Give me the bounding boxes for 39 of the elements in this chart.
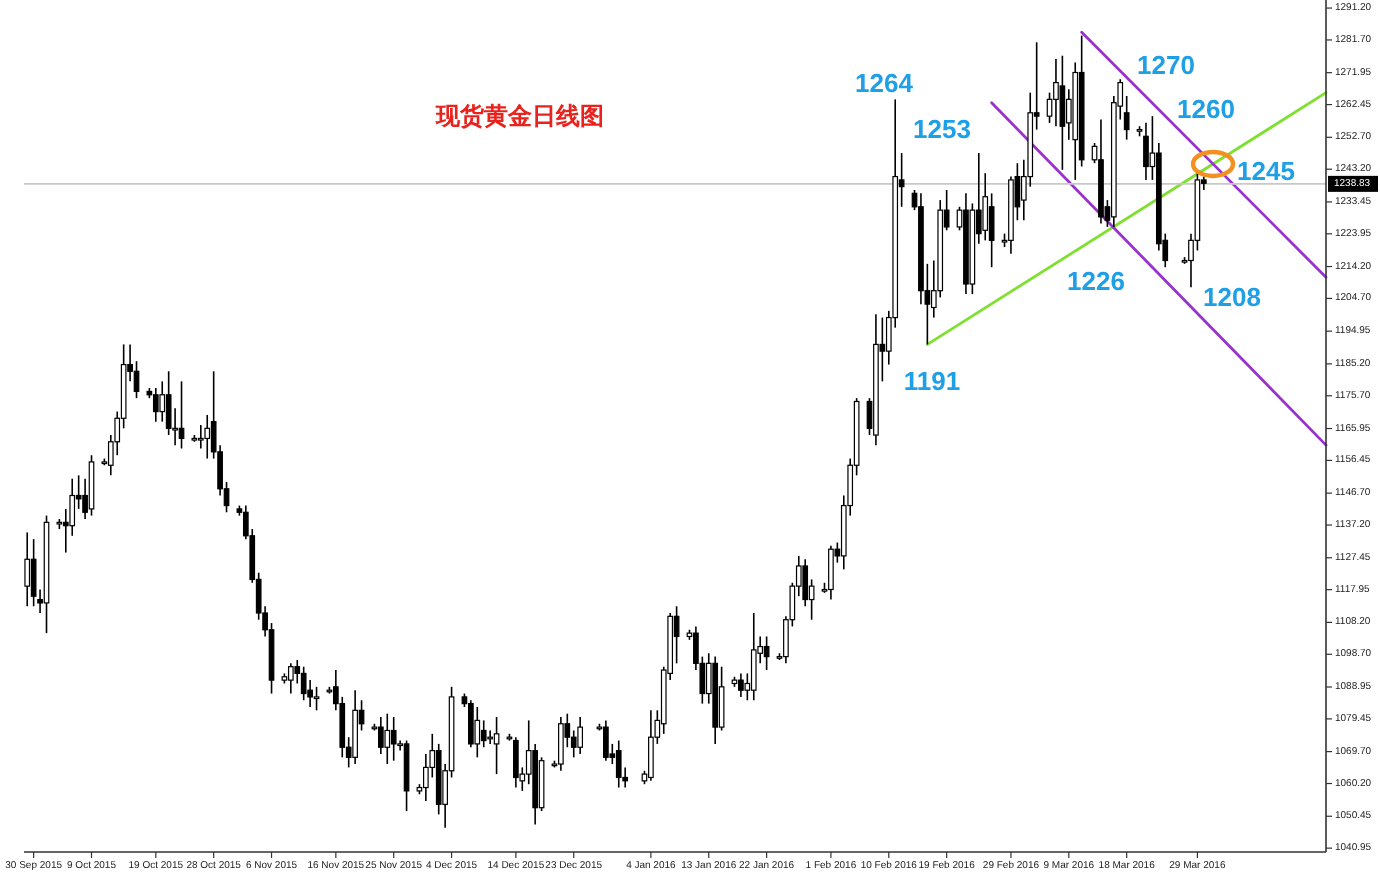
candlestick xyxy=(493,716,500,775)
candlestick xyxy=(828,545,834,601)
candlestick xyxy=(750,612,757,702)
candlestick xyxy=(615,739,622,789)
candlestick xyxy=(384,712,391,765)
candlestick xyxy=(287,662,294,695)
candlestick xyxy=(352,689,358,765)
candlestick xyxy=(468,699,474,749)
candlestick xyxy=(1059,54,1066,171)
candlestick xyxy=(30,538,37,608)
candlestick xyxy=(313,686,320,712)
annotation: 1264 xyxy=(855,67,915,97)
candlestick xyxy=(513,736,519,789)
candlestick xyxy=(300,665,307,702)
text: 现货黄金日线图 xyxy=(434,102,604,130)
annotation: 1191 xyxy=(903,365,961,395)
candlestick xyxy=(603,719,609,762)
candlestick xyxy=(480,719,487,749)
candlestick xyxy=(152,387,159,423)
annotation: 1260 xyxy=(1177,93,1235,123)
candlestick xyxy=(1143,122,1149,181)
candlestick xyxy=(474,706,481,759)
annotation: 1270 xyxy=(1137,49,1195,79)
candlestick xyxy=(24,531,31,608)
annotation: 1245 xyxy=(1237,155,1295,185)
candlestick xyxy=(390,716,397,762)
candlestick xyxy=(88,454,95,517)
candlestick xyxy=(159,380,166,423)
annotation: 1226 xyxy=(1067,265,1125,295)
candlestick xyxy=(763,635,770,671)
candlestick xyxy=(577,716,584,755)
annotation: 1208 xyxy=(1203,281,1261,311)
annotation: 1253 xyxy=(913,113,971,143)
candlestick xyxy=(648,709,654,782)
candlestick xyxy=(738,672,744,698)
candlestick xyxy=(558,716,564,772)
candlestick xyxy=(718,665,725,732)
candlestick xyxy=(204,414,211,460)
candlestick xyxy=(403,739,410,812)
